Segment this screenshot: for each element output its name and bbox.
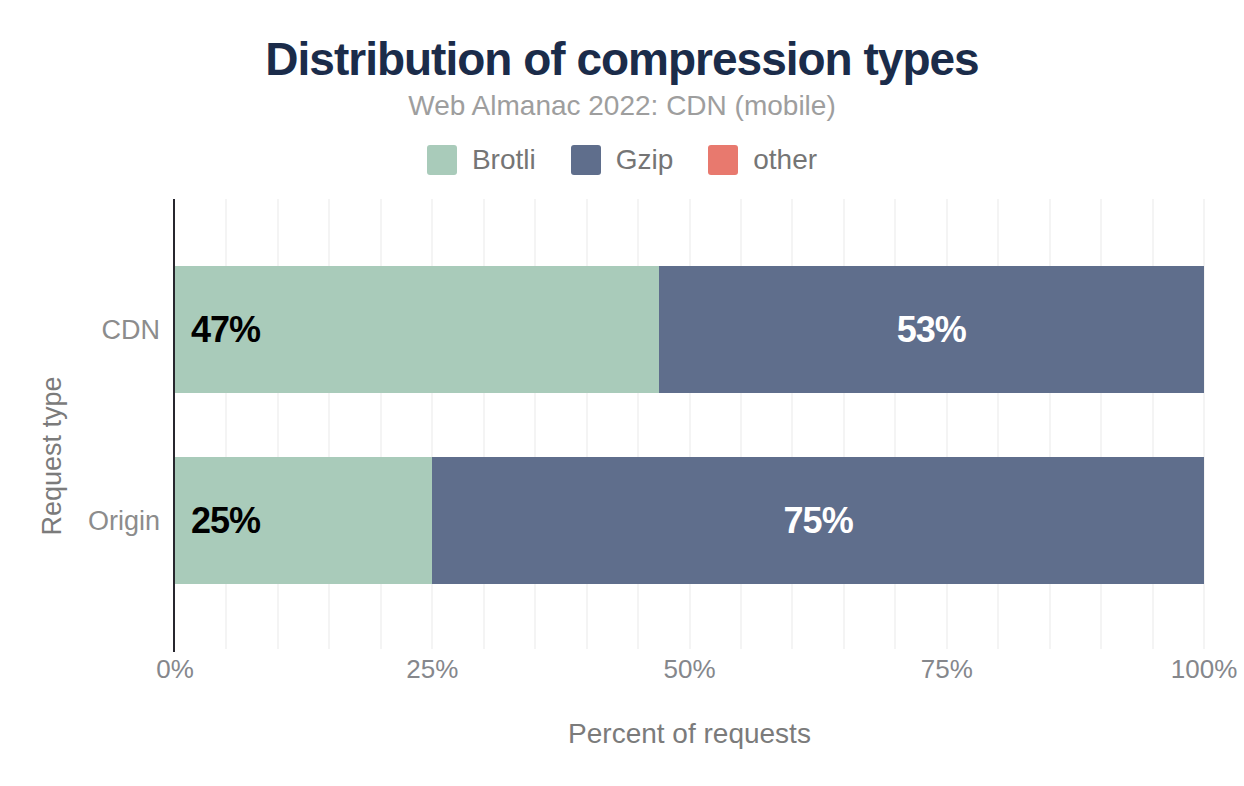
category-label-origin: Origin xyxy=(88,505,160,536)
bar-segment-brotli-origin: 25% xyxy=(175,457,432,584)
chart-subtitle: Web Almanac 2022: CDN (mobile) xyxy=(0,90,1244,122)
bar-value-label-gzip-origin: 75% xyxy=(432,457,1204,584)
bar-segment-brotli-cdn: 47% xyxy=(175,266,659,393)
bar-segment-gzip-cdn: 53% xyxy=(659,266,1204,393)
x-tick-25: 25% xyxy=(406,655,458,683)
bar-value-label-brotli-cdn: 47% xyxy=(175,266,659,393)
legend-item-brotli: Brotli xyxy=(427,144,536,176)
category-label-cdn: CDN xyxy=(102,314,161,345)
x-tick-0: 0% xyxy=(156,655,194,683)
legend-item-other: other xyxy=(708,144,817,176)
legend-label-gzip: Gzip xyxy=(616,144,674,176)
legend-label-other: other xyxy=(753,144,817,176)
x-tick-100: 100% xyxy=(1171,655,1238,683)
legend-swatch-brotli-icon xyxy=(427,145,457,175)
chart-title: Distribution of compression types xyxy=(0,32,1244,86)
x-tick-75: 75% xyxy=(921,655,973,683)
bar-value-label-gzip-cdn: 53% xyxy=(659,266,1204,393)
chart-container: Distribution of compression types Web Al… xyxy=(0,0,1244,786)
legend-swatch-other-icon xyxy=(708,145,738,175)
legend-label-brotli: Brotli xyxy=(472,144,536,176)
legend-swatch-gzip-icon xyxy=(571,145,601,175)
bar-value-label-brotli-origin: 25% xyxy=(175,457,432,584)
plot-area: 47%53%CDN25%75%Origin0%25%50%75%100% xyxy=(175,199,1204,649)
legend-item-gzip: Gzip xyxy=(571,144,674,176)
bar-origin: 25%75% xyxy=(175,457,1204,584)
x-tick-50: 50% xyxy=(663,655,715,683)
x-axis-title: Percent of requests xyxy=(175,718,1204,750)
y-axis-title: Request type xyxy=(37,376,68,535)
bar-cdn: 47%53% xyxy=(175,266,1204,393)
bar-segment-gzip-origin: 75% xyxy=(432,457,1204,584)
legend: Brotli Gzip other xyxy=(0,144,1244,176)
